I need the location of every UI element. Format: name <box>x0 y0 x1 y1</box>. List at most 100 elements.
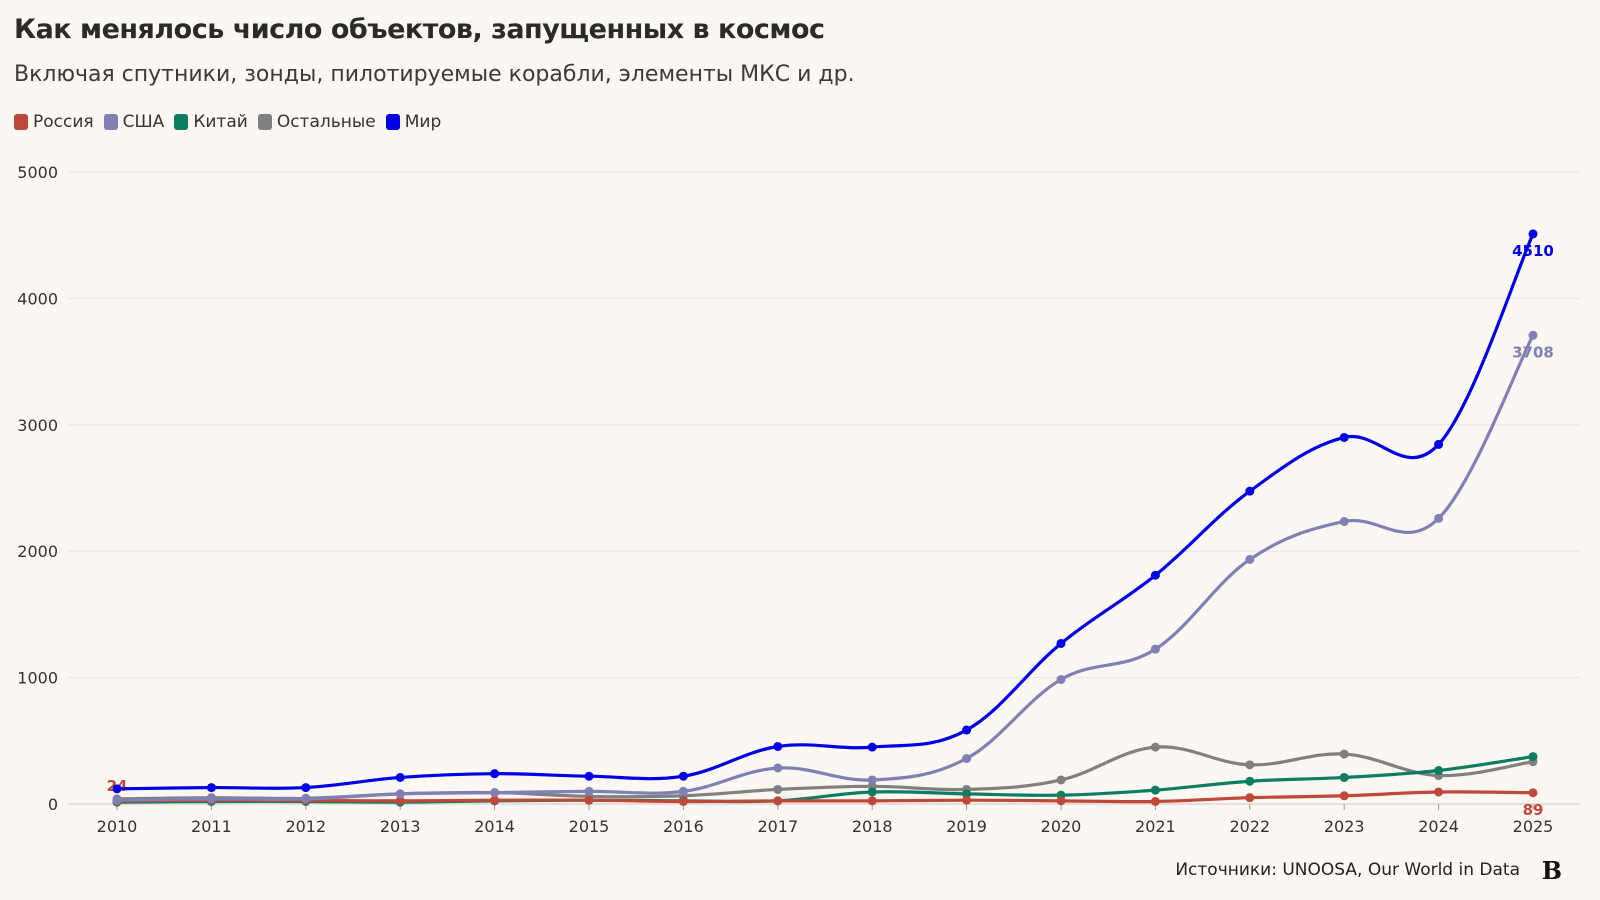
data-point-china <box>962 789 972 799</box>
legend-label-world: Мир <box>404 112 442 132</box>
data-point-world <box>490 769 500 779</box>
x-tick-label: 2011 <box>191 817 232 836</box>
data-point-china <box>1245 776 1255 786</box>
data-point-usa <box>112 795 122 805</box>
data-point-world <box>584 771 594 781</box>
source-note: Источники: UNOOSA, Our World in Data <box>1175 860 1520 880</box>
data-point-russia <box>678 796 688 806</box>
y-tick-label: 0 <box>48 795 58 814</box>
legend-swatch-others <box>257 114 272 130</box>
x-tick-label: 2025 <box>1513 817 1554 836</box>
data-point-others <box>1150 742 1160 752</box>
data-point-usa <box>962 753 972 763</box>
series-line-russia <box>115 790 1535 804</box>
x-tick-label: 2013 <box>380 817 421 836</box>
series-line-world <box>115 232 1535 791</box>
data-point-russia <box>490 795 500 805</box>
data-point-russia <box>1150 796 1160 806</box>
x-tick-label: 2010 <box>97 817 138 836</box>
data-point-world <box>395 772 405 782</box>
data-point-russia <box>584 795 594 805</box>
legend-item-russia[interactable]: Россия <box>14 112 94 132</box>
legend-label-usa: США <box>122 112 165 132</box>
legend: Россия США Китай Остальные Мир <box>14 112 441 132</box>
data-point-china <box>1434 766 1444 776</box>
x-tick-label: 2021 <box>1135 817 1176 836</box>
data-point-usa <box>1056 674 1066 684</box>
data-point-world <box>1150 570 1160 580</box>
data-point-world <box>962 725 972 735</box>
x-tick-label: 2018 <box>852 817 893 836</box>
x-tick-label: 2019 <box>946 817 987 836</box>
data-point-usa <box>1339 516 1349 526</box>
data-point-world <box>112 784 122 794</box>
x-tick-label: 2016 <box>663 817 704 836</box>
y-tick-label: 5000 <box>17 163 58 182</box>
data-point-russia <box>867 796 877 806</box>
legend-label-others: Остальные <box>276 112 376 132</box>
legend-item-usa[interactable]: США <box>103 112 165 132</box>
legend-item-china[interactable]: Китай <box>174 112 248 132</box>
data-point-china <box>1339 772 1349 782</box>
data-point-world <box>1434 439 1444 449</box>
data-point-others <box>1245 760 1255 770</box>
data-point-russia <box>773 796 783 806</box>
legend-label-russia: Россия <box>33 112 94 132</box>
chart-subtitle: Включая спутники, зонды, пилотируемые ко… <box>14 62 855 87</box>
data-label-russia-last: 89 <box>1523 801 1544 819</box>
y-tick-label: 4000 <box>17 289 58 308</box>
data-point-russia <box>395 796 405 806</box>
data-point-usa <box>490 788 500 798</box>
data-point-usa <box>1528 330 1538 340</box>
x-tick-label: 2014 <box>474 817 515 836</box>
data-point-world <box>1339 432 1349 442</box>
y-tick-label: 1000 <box>17 669 58 688</box>
x-tick-label: 2022 <box>1229 817 1270 836</box>
data-point-world <box>773 741 783 751</box>
data-point-russia <box>1056 796 1066 806</box>
data-label-world-last: 4510 <box>1512 242 1554 260</box>
data-point-world <box>1056 638 1066 648</box>
data-point-world <box>206 783 216 793</box>
data-point-usa <box>1434 513 1444 523</box>
x-tick-label: 2023 <box>1324 817 1365 836</box>
data-point-usa <box>1245 554 1255 564</box>
data-point-usa <box>584 786 594 796</box>
data-point-russia <box>1245 793 1255 803</box>
data-point-china <box>1528 752 1538 762</box>
data-point-usa <box>206 794 216 804</box>
x-tick-label: 2017 <box>757 817 798 836</box>
data-point-others <box>773 784 783 794</box>
data-point-usa <box>395 789 405 799</box>
y-tick-label: 2000 <box>17 542 58 561</box>
legend-swatch-china <box>174 114 189 130</box>
x-tick-label: 2020 <box>1041 817 1082 836</box>
legend-item-world[interactable]: Мир <box>385 112 442 132</box>
series-line-usa <box>115 333 1535 802</box>
data-point-russia <box>1339 791 1349 801</box>
publisher-logo: B <box>1541 856 1562 885</box>
data-point-world <box>1245 486 1255 496</box>
legend-swatch-russia <box>14 114 28 130</box>
x-tick-label: 2012 <box>285 817 326 836</box>
y-tick-label: 3000 <box>17 416 58 435</box>
data-point-china <box>867 787 877 797</box>
data-point-usa <box>1150 644 1160 654</box>
data-point-world <box>867 742 877 752</box>
data-point-russia <box>1528 788 1538 798</box>
legend-swatch-usa <box>103 114 118 130</box>
data-point-usa <box>867 775 877 785</box>
data-point-usa <box>301 794 311 804</box>
data-point-china <box>1150 785 1160 795</box>
data-point-world <box>301 783 311 793</box>
data-point-russia <box>1434 787 1444 797</box>
data-point-others <box>1339 749 1349 759</box>
data-point-world <box>1528 229 1538 239</box>
data-point-usa <box>773 763 783 773</box>
legend-label-china: Китай <box>193 112 248 132</box>
chart-title: Как менялось число объектов, запущенных … <box>14 14 825 45</box>
data-point-russia <box>962 795 972 805</box>
data-point-usa <box>678 786 688 796</box>
legend-item-others[interactable]: Остальные <box>257 112 376 132</box>
